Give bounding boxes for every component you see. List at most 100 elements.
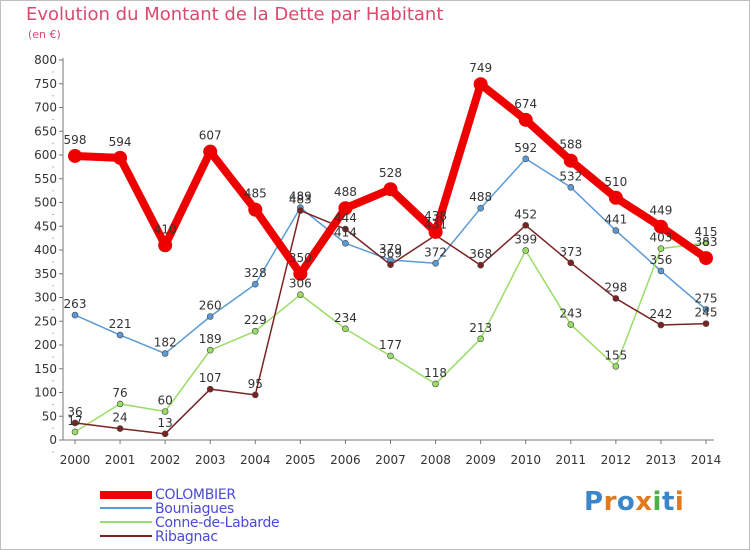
data-label-bouniagues: 263 xyxy=(64,297,87,311)
data-label-ribagnac: 373 xyxy=(559,245,582,259)
data-label-ribagnac: 36 xyxy=(67,405,82,419)
data-label-conne-de-labarde: 118 xyxy=(424,366,447,380)
data-point-bouniagues xyxy=(161,350,169,357)
data-label-bouniagues: 372 xyxy=(424,245,447,259)
data-point-ribagnac xyxy=(612,295,620,302)
data-point-ribagnac xyxy=(116,425,124,432)
data-point-conne-de-labarde xyxy=(432,380,439,388)
data-label-bouniagues: 328 xyxy=(244,266,267,280)
data-point-conne-de-labarde xyxy=(71,428,79,436)
logo-letter: i xyxy=(674,487,685,517)
data-label-ribagnac: 369 xyxy=(379,247,402,261)
data-point-conne-de-labarde xyxy=(702,239,710,247)
data-point-conne-de-labarde xyxy=(116,400,124,408)
y-tick-label: 550 xyxy=(34,172,57,186)
x-tick-label: 2014 xyxy=(691,453,722,467)
data-point-bouniagues xyxy=(657,267,665,275)
x-tick-label: 2011 xyxy=(556,453,587,467)
data-label-conne-de-labarde: 403 xyxy=(649,231,672,245)
y-tick-label: 300 xyxy=(34,291,57,305)
data-label-bouniagues: 414 xyxy=(334,225,357,239)
legend-swatch-conne-de-labarde xyxy=(100,521,152,523)
data-point-ribagnac xyxy=(567,259,575,267)
y-tick-label: 750 xyxy=(34,77,57,91)
logo-letter: P xyxy=(584,487,604,517)
data-label-ribagnac: 444 xyxy=(334,211,357,225)
logo-letter: r xyxy=(603,487,617,517)
data-point-conne-de-labarde xyxy=(342,325,349,333)
legend-item-colombier: COLOMBIER xyxy=(100,487,360,503)
x-tick-label: 2005 xyxy=(285,453,316,467)
data-label-ribagnac: 431 xyxy=(424,217,447,231)
legend-label-colombier: COLOMBIER xyxy=(155,487,236,503)
data-point-colombier xyxy=(563,153,578,168)
unit-label: (en €) xyxy=(28,28,61,41)
data-point-bouniagues xyxy=(71,311,79,319)
data-label-ribagnac: 245 xyxy=(695,306,718,320)
data-point-ribagnac xyxy=(477,261,484,269)
logo-letter: o xyxy=(616,487,636,517)
data-point-ribagnac xyxy=(206,385,214,393)
y-tick-label: 150 xyxy=(34,362,57,376)
data-label-ribagnac: 107 xyxy=(199,371,222,385)
data-label-ribagnac: 298 xyxy=(604,280,627,294)
x-tick-label: 2004 xyxy=(240,453,271,467)
data-label-bouniagues: 532 xyxy=(559,169,582,183)
data-point-ribagnac xyxy=(387,261,394,269)
data-label-conne-de-labarde: 415 xyxy=(695,225,718,239)
data-point-bouniagues xyxy=(206,313,214,320)
y-tick-label: 450 xyxy=(34,219,57,233)
data-point-conne-de-labarde xyxy=(657,245,665,252)
data-label-colombier: 449 xyxy=(649,204,672,218)
data-point-colombier xyxy=(428,224,443,239)
chart-title: Evolution du Montant de la Dette par Hab… xyxy=(26,4,444,25)
data-label-colombier: 485 xyxy=(244,187,267,201)
data-label-colombier: 674 xyxy=(514,97,537,111)
y-tick-label: 800 xyxy=(34,53,57,67)
legend-item-ribagnac: Ribagnac xyxy=(100,529,360,545)
logo-letter: t xyxy=(661,487,675,517)
x-tick-label: 2007 xyxy=(375,453,406,467)
data-label-bouniagues: 489 xyxy=(289,190,312,204)
data-label-conne-de-labarde: 155 xyxy=(604,348,627,362)
y-tick-label: 50 xyxy=(42,409,57,423)
data-point-colombier xyxy=(608,190,623,205)
data-label-colombier: 488 xyxy=(334,185,357,199)
data-label-colombier: 749 xyxy=(469,61,492,75)
data-label-conne-de-labarde: 189 xyxy=(199,332,222,346)
data-label-ribagnac: 242 xyxy=(649,307,672,321)
y-tick-label: 0 xyxy=(49,433,57,447)
data-label-conne-de-labarde: 177 xyxy=(379,338,402,352)
data-point-colombier xyxy=(699,251,713,266)
y-tick-label: 650 xyxy=(34,124,57,138)
data-label-conne-de-labarde: 234 xyxy=(334,311,357,325)
data-label-conne-de-labarde: 306 xyxy=(289,277,312,291)
data-label-ribagnac: 483 xyxy=(289,193,312,207)
data-label-colombier: 528 xyxy=(379,166,402,180)
data-point-bouniagues xyxy=(116,331,124,339)
data-label-bouniagues: 275 xyxy=(695,291,718,305)
data-label-colombier: 510 xyxy=(604,175,627,189)
logo-letter: x xyxy=(635,487,653,517)
data-label-colombier: 598 xyxy=(64,133,87,147)
data-label-bouniagues: 260 xyxy=(199,299,222,313)
x-tick-label: 2001 xyxy=(105,453,136,467)
y-tick-label: 700 xyxy=(34,101,57,115)
data-label-ribagnac: 24 xyxy=(112,411,127,425)
y-tick-label: 200 xyxy=(34,338,57,352)
data-label-ribagnac: 95 xyxy=(248,377,263,391)
data-point-bouniagues xyxy=(477,204,484,212)
x-tick-label: 2000 xyxy=(60,453,91,467)
data-label-colombier: 594 xyxy=(109,135,132,149)
data-label-conne-de-labarde: 76 xyxy=(112,386,127,400)
x-tick-label: 2003 xyxy=(195,453,226,467)
x-tick-label: 2012 xyxy=(601,453,632,467)
legend-item-conne-de-labarde: Conne-de-Labarde xyxy=(100,515,360,531)
data-point-ribagnac xyxy=(161,430,169,438)
data-point-bouniagues xyxy=(342,240,349,247)
data-label-colombier: 383 xyxy=(695,235,718,249)
data-point-colombier xyxy=(293,266,308,281)
data-point-conne-de-labarde xyxy=(522,247,530,254)
logo-letter: i xyxy=(652,487,662,517)
